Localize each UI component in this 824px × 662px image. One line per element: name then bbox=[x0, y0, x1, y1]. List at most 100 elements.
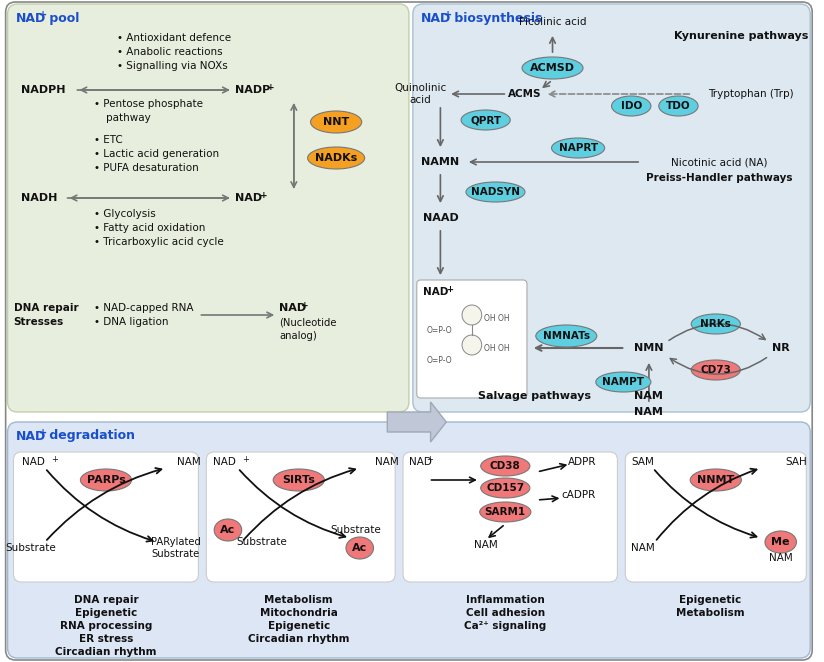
Text: CD157: CD157 bbox=[486, 483, 524, 493]
Text: NAD: NAD bbox=[16, 430, 45, 442]
Text: +: + bbox=[51, 455, 58, 463]
Text: PARylated: PARylated bbox=[151, 537, 201, 547]
Text: +: + bbox=[39, 10, 47, 20]
Ellipse shape bbox=[480, 456, 530, 476]
Ellipse shape bbox=[274, 469, 325, 491]
Text: NAD: NAD bbox=[16, 11, 45, 24]
FancyBboxPatch shape bbox=[7, 4, 409, 412]
Text: +: + bbox=[427, 455, 433, 463]
Text: ACMS: ACMS bbox=[508, 89, 541, 99]
Text: SAM: SAM bbox=[631, 457, 654, 467]
FancyBboxPatch shape bbox=[13, 452, 199, 582]
Circle shape bbox=[462, 305, 482, 325]
Text: pool: pool bbox=[45, 11, 79, 24]
Ellipse shape bbox=[214, 519, 241, 541]
Text: O=P-O: O=P-O bbox=[427, 326, 452, 334]
Ellipse shape bbox=[311, 111, 362, 133]
Text: Stresses: Stresses bbox=[13, 317, 63, 327]
Text: pathway: pathway bbox=[106, 113, 151, 123]
Text: NAM: NAM bbox=[634, 391, 663, 401]
Text: NAD: NAD bbox=[213, 457, 236, 467]
Text: Nicotinic acid (NA): Nicotinic acid (NA) bbox=[672, 157, 768, 167]
Text: • Tricarboxylic acid cycle: • Tricarboxylic acid cycle bbox=[94, 237, 224, 247]
Text: NAM: NAM bbox=[474, 540, 498, 550]
Ellipse shape bbox=[307, 147, 365, 169]
Text: NAM: NAM bbox=[176, 457, 200, 467]
Text: O=P-O: O=P-O bbox=[427, 355, 452, 365]
Text: Metabolism: Metabolism bbox=[265, 595, 333, 605]
Text: Circadian rhythm: Circadian rhythm bbox=[55, 647, 157, 657]
Text: NAM: NAM bbox=[769, 553, 793, 563]
Text: CD73: CD73 bbox=[700, 365, 731, 375]
Text: Kynurenine pathways: Kynurenine pathways bbox=[674, 31, 808, 41]
Ellipse shape bbox=[691, 314, 741, 334]
Ellipse shape bbox=[536, 325, 597, 347]
Text: • NAD-capped RNA: • NAD-capped RNA bbox=[94, 303, 194, 313]
Text: • PUFA desaturation: • PUFA desaturation bbox=[94, 163, 199, 173]
Text: Substrate: Substrate bbox=[236, 537, 287, 547]
Text: degradation: degradation bbox=[45, 430, 135, 442]
Text: Quinolinic: Quinolinic bbox=[395, 83, 447, 93]
Text: TDO: TDO bbox=[666, 101, 691, 111]
Text: Preiss-Handler pathways: Preiss-Handler pathways bbox=[647, 173, 793, 183]
Text: SIRTs: SIRTs bbox=[283, 475, 316, 485]
Text: NNMT: NNMT bbox=[697, 475, 734, 485]
Text: +: + bbox=[447, 285, 453, 293]
Text: Metabolism: Metabolism bbox=[676, 608, 744, 618]
Text: Picolinic acid: Picolinic acid bbox=[519, 17, 586, 27]
Text: ACMSD: ACMSD bbox=[530, 63, 575, 73]
Text: RNA processing: RNA processing bbox=[60, 621, 152, 631]
Text: NAM: NAM bbox=[376, 457, 399, 467]
Text: Salvage pathways: Salvage pathways bbox=[478, 391, 592, 401]
Text: NADH: NADH bbox=[21, 193, 58, 203]
Text: • Glycolysis: • Glycolysis bbox=[94, 209, 156, 219]
Text: PARPs: PARPs bbox=[87, 475, 125, 485]
Text: (Nucleotide: (Nucleotide bbox=[279, 317, 336, 327]
FancyBboxPatch shape bbox=[417, 280, 527, 398]
Ellipse shape bbox=[691, 469, 742, 491]
Text: NAMN: NAMN bbox=[421, 157, 460, 167]
Ellipse shape bbox=[551, 138, 605, 158]
Text: +: + bbox=[301, 301, 308, 310]
Text: Tryptophan (Trp): Tryptophan (Trp) bbox=[709, 89, 794, 99]
Text: NADPH: NADPH bbox=[21, 85, 66, 95]
Text: NAD: NAD bbox=[409, 457, 432, 467]
Text: NAD: NAD bbox=[423, 287, 448, 297]
Text: NADSYN: NADSYN bbox=[471, 187, 520, 197]
Text: acid: acid bbox=[410, 95, 432, 105]
Text: NAM: NAM bbox=[631, 543, 655, 553]
Text: • Fatty acid oxidation: • Fatty acid oxidation bbox=[94, 223, 205, 233]
Ellipse shape bbox=[691, 360, 741, 380]
Text: NAAD: NAAD bbox=[423, 213, 458, 223]
Text: OH OH: OH OH bbox=[484, 314, 509, 322]
Text: • Pentose phosphate: • Pentose phosphate bbox=[94, 99, 204, 109]
Text: Ac: Ac bbox=[220, 525, 236, 535]
Text: NADKs: NADKs bbox=[315, 153, 358, 163]
Text: NAMPT: NAMPT bbox=[602, 377, 644, 387]
Text: NMNATs: NMNATs bbox=[543, 331, 590, 341]
Ellipse shape bbox=[522, 57, 583, 79]
Ellipse shape bbox=[466, 182, 525, 202]
Text: NAM: NAM bbox=[634, 407, 663, 417]
Text: • ETC: • ETC bbox=[94, 135, 123, 145]
Text: • Lactic acid generation: • Lactic acid generation bbox=[94, 149, 219, 159]
Text: +: + bbox=[39, 428, 47, 438]
Text: NAD: NAD bbox=[421, 11, 451, 24]
Text: +: + bbox=[267, 83, 275, 91]
Text: Circadian rhythm: Circadian rhythm bbox=[248, 634, 349, 644]
Text: Epigenetic: Epigenetic bbox=[75, 608, 137, 618]
Text: • Anabolic reactions: • Anabolic reactions bbox=[117, 47, 222, 57]
Text: CD38: CD38 bbox=[490, 461, 521, 471]
Text: NAD: NAD bbox=[21, 457, 44, 467]
Ellipse shape bbox=[480, 478, 530, 498]
Text: • DNA ligation: • DNA ligation bbox=[94, 317, 169, 327]
Text: NR: NR bbox=[772, 343, 789, 353]
Ellipse shape bbox=[658, 96, 698, 116]
Text: • Signalling via NOXs: • Signalling via NOXs bbox=[117, 61, 227, 71]
Text: Me: Me bbox=[771, 537, 790, 547]
Text: cADPR: cADPR bbox=[561, 490, 595, 500]
Text: +: + bbox=[444, 10, 452, 20]
Text: DNA repair: DNA repair bbox=[13, 303, 78, 313]
FancyBboxPatch shape bbox=[413, 4, 810, 412]
Text: NMN: NMN bbox=[634, 343, 663, 353]
